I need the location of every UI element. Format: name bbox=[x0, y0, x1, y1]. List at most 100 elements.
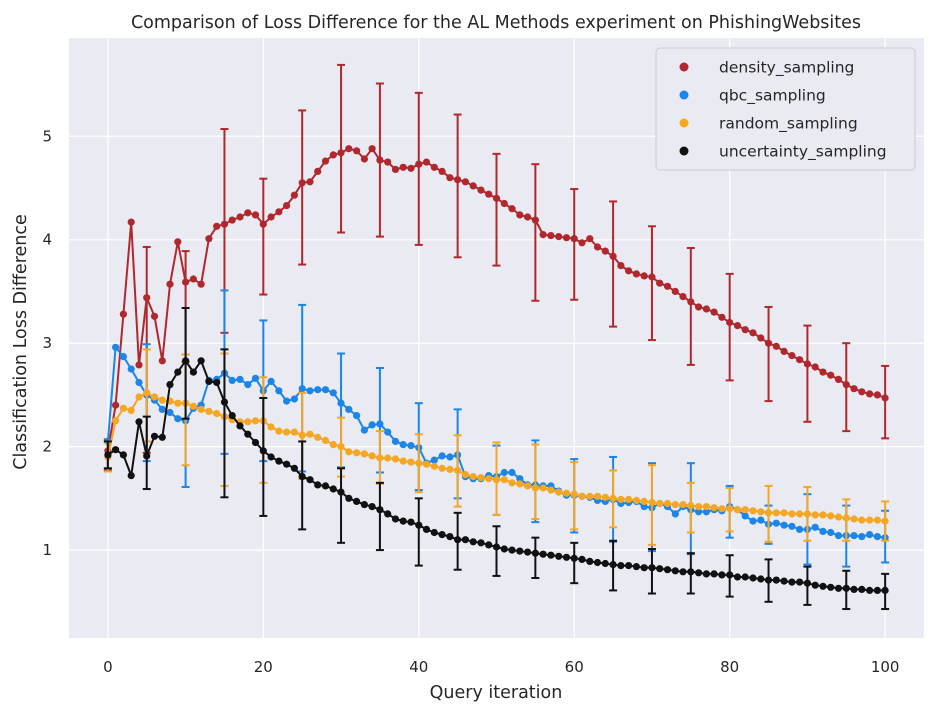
data-point bbox=[384, 454, 392, 462]
data-point bbox=[353, 147, 361, 155]
data-point bbox=[702, 503, 711, 511]
data-point bbox=[796, 578, 804, 586]
data-point bbox=[609, 252, 617, 260]
data-point bbox=[119, 451, 127, 459]
error-bar bbox=[803, 324, 812, 423]
error-bar bbox=[337, 63, 346, 234]
data-point bbox=[298, 473, 306, 481]
data-point bbox=[772, 519, 780, 527]
data-point bbox=[733, 573, 742, 581]
error-bar bbox=[298, 109, 307, 266]
data-point bbox=[772, 342, 780, 350]
data-point bbox=[500, 199, 508, 208]
data-point bbox=[399, 457, 407, 465]
data-point bbox=[205, 377, 213, 385]
data-point bbox=[834, 584, 843, 592]
data-point bbox=[236, 375, 244, 383]
data-point bbox=[430, 456, 438, 464]
chart-title: Comparison of Loss Difference for the AL… bbox=[131, 13, 861, 33]
data-point bbox=[741, 326, 749, 334]
data-point bbox=[640, 503, 648, 511]
data-point bbox=[757, 334, 765, 342]
data-point bbox=[570, 554, 578, 562]
data-point bbox=[796, 356, 804, 364]
legend-label: qbc_sampling bbox=[719, 87, 826, 106]
data-point bbox=[244, 209, 252, 217]
legend-marker bbox=[679, 62, 689, 72]
data-point bbox=[314, 481, 322, 489]
data-point bbox=[415, 521, 423, 529]
error-bar bbox=[375, 481, 384, 552]
data-point bbox=[158, 405, 166, 413]
data-point bbox=[384, 158, 392, 166]
data-point bbox=[687, 568, 695, 576]
data-point bbox=[485, 541, 493, 549]
data-point bbox=[477, 474, 485, 482]
data-point bbox=[407, 518, 415, 526]
data-point bbox=[430, 163, 438, 171]
data-point bbox=[228, 412, 236, 420]
data-point bbox=[119, 310, 127, 318]
data-point bbox=[873, 586, 882, 595]
data-point bbox=[632, 563, 641, 571]
data-point bbox=[197, 405, 205, 413]
data-point bbox=[539, 484, 547, 492]
data-point bbox=[415, 459, 423, 467]
data-point bbox=[718, 571, 726, 579]
legend-marker bbox=[679, 146, 689, 156]
data-point bbox=[166, 280, 174, 288]
data-point bbox=[430, 528, 438, 537]
data-point bbox=[858, 585, 866, 594]
data-point bbox=[422, 460, 431, 468]
series-uncertainty_sampling bbox=[103, 307, 890, 611]
data-point bbox=[360, 155, 368, 163]
data-point bbox=[376, 156, 384, 164]
data-point bbox=[695, 303, 703, 311]
data-point bbox=[539, 231, 547, 239]
data-point bbox=[757, 575, 765, 583]
data-point bbox=[578, 555, 586, 564]
data-point bbox=[376, 420, 384, 428]
data-point bbox=[780, 521, 788, 529]
data-point bbox=[360, 501, 368, 509]
data-point bbox=[407, 442, 415, 450]
data-point bbox=[811, 363, 819, 371]
data-point bbox=[399, 441, 407, 449]
data-point bbox=[702, 508, 711, 516]
data-point bbox=[384, 428, 392, 436]
data-point bbox=[656, 499, 664, 508]
data-point bbox=[205, 235, 213, 243]
data-point bbox=[811, 523, 819, 531]
error-bar bbox=[259, 177, 268, 296]
data-point bbox=[663, 282, 672, 290]
data-point bbox=[298, 179, 306, 187]
data-point bbox=[391, 165, 400, 173]
data-point bbox=[508, 479, 516, 487]
data-point bbox=[492, 194, 501, 202]
data-point bbox=[858, 388, 866, 396]
data-point bbox=[329, 485, 337, 493]
data-point bbox=[112, 446, 120, 454]
data-point bbox=[625, 495, 633, 503]
data-point bbox=[290, 191, 298, 199]
data-point bbox=[112, 401, 120, 409]
data-point bbox=[119, 404, 127, 412]
error-bar bbox=[686, 247, 695, 366]
data-point bbox=[687, 502, 695, 510]
data-point bbox=[741, 573, 749, 581]
data-point bbox=[788, 352, 796, 360]
data-point bbox=[306, 178, 314, 186]
data-point bbox=[360, 426, 368, 434]
data-point bbox=[516, 475, 524, 483]
data-point bbox=[850, 385, 858, 393]
data-point bbox=[749, 517, 757, 525]
data-point bbox=[446, 533, 454, 541]
data-point bbox=[873, 516, 882, 524]
data-point bbox=[399, 517, 407, 525]
data-point bbox=[819, 511, 827, 519]
data-point bbox=[819, 582, 827, 590]
x-tick-label: 0 bbox=[103, 658, 113, 676]
error-bar bbox=[570, 188, 579, 301]
data-point bbox=[298, 431, 306, 439]
data-point bbox=[353, 412, 361, 420]
